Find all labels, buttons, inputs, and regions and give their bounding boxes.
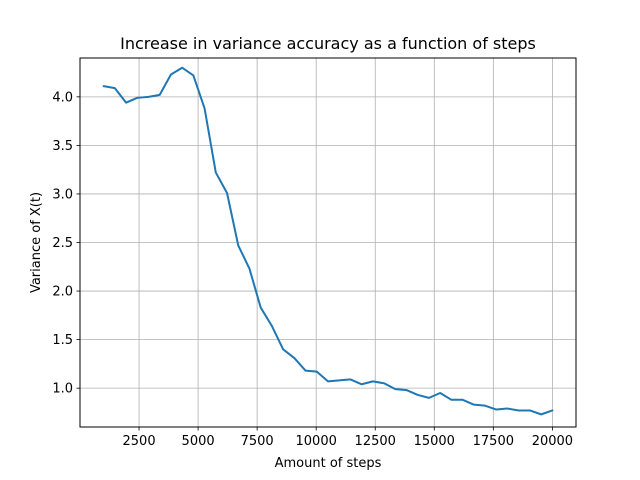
x-axis: 2500 5000 7500 10000 12500 15000 17500 20000	[123, 427, 573, 449]
x-tick-label: 12500	[355, 434, 396, 449]
x-tick-label: 5000	[182, 434, 215, 449]
x-tick-label: 7500	[241, 434, 274, 449]
series-layer	[102, 66, 554, 416]
x-tick-label: 10000	[296, 434, 337, 449]
y-tick-label: 3.0	[52, 187, 73, 202]
series-line	[102, 66, 554, 416]
grid	[80, 58, 576, 427]
x-tick-label: 15000	[414, 434, 455, 449]
x-axis-label: Amount of steps	[275, 456, 382, 471]
x-tick-label: 2500	[123, 434, 156, 449]
y-tick-label: 3.5	[52, 139, 73, 154]
x-tick-label: 20000	[532, 434, 573, 449]
y-axis-label: Variance of X(t)	[29, 192, 44, 293]
y-tick-label: 2.0	[52, 285, 73, 300]
y-tick-label: 1.0	[52, 382, 73, 397]
y-axis: 1.0 1.5 2.0 2.5 3.0 3.5 4.0	[52, 90, 80, 397]
chart-title: Increase in variance accuracy as a funct…	[120, 34, 536, 53]
x-tick-label: 17500	[473, 434, 514, 449]
y-tick-label: 4.0	[52, 90, 73, 105]
y-tick-label: 1.5	[52, 333, 73, 348]
y-tick-label: 2.5	[52, 236, 73, 251]
